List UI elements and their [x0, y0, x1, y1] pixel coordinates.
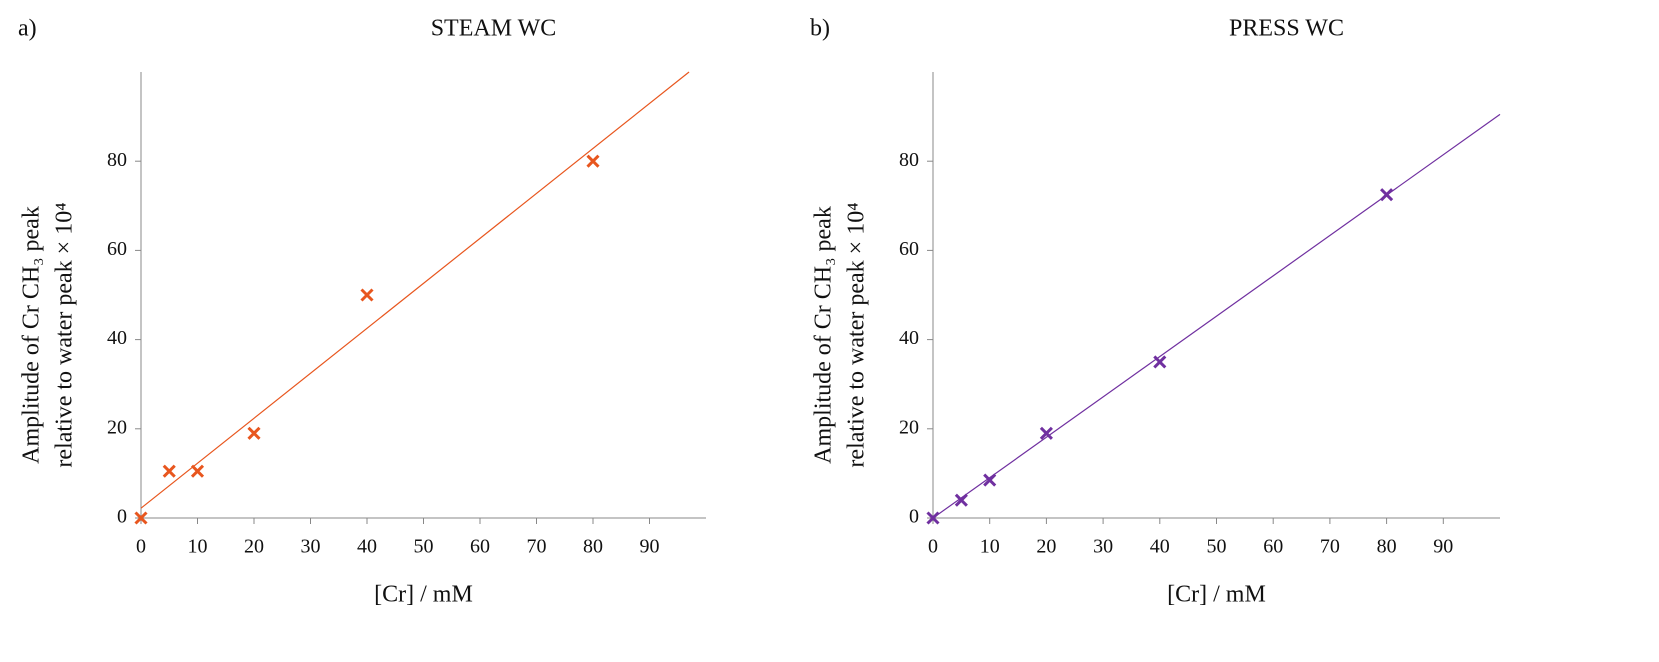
x-tick-label: 0 [928, 536, 938, 558]
x-tick-label: 30 [301, 536, 321, 558]
y-axis-title: Amplitude of Cr CH₃ peak [19, 206, 45, 464]
y-tick-label: 40 [899, 327, 919, 349]
data-point [1380, 188, 1394, 202]
x-tick-label: 20 [244, 536, 264, 558]
x-tick-label: 50 [414, 536, 434, 558]
y-tick-label: 80 [899, 149, 919, 171]
data-point [247, 426, 261, 440]
y-axis-title: relative to water peak × 10⁴ [844, 202, 870, 467]
y-axis-title: Amplitude of Cr CH₃ peak [811, 206, 837, 464]
y-tick-label: 40 [107, 327, 127, 349]
x-tick-label: 80 [583, 536, 603, 558]
y-axis-title: relative to water peak × 10⁴ [52, 202, 78, 467]
x-tick-label: 60 [1263, 536, 1283, 558]
data-point [586, 154, 600, 168]
data-point [162, 464, 176, 478]
panel-label: a) [18, 16, 37, 42]
x-tick-label: 60 [470, 536, 490, 558]
x-tick-label: 10 [188, 536, 208, 558]
x-tick-label: 20 [1036, 536, 1056, 558]
y-tick-label: 0 [909, 506, 919, 528]
x-tick-label: 70 [527, 536, 547, 558]
x-tick-label: 70 [1320, 536, 1340, 558]
x-tick-label: 80 [1377, 536, 1397, 558]
chart-title: PRESS WC [1229, 16, 1344, 42]
chart-title: STEAM WC [431, 16, 557, 42]
data-point [190, 464, 205, 478]
x-tick-label: 40 [357, 536, 377, 558]
x-tick-label: 30 [1093, 536, 1113, 558]
x-tick-label: 40 [1150, 536, 1170, 558]
y-tick-label: 20 [899, 416, 919, 438]
data-point [1039, 426, 1053, 440]
trendline [140, 71, 690, 509]
x-axis-title: [Cr] / mM [1167, 582, 1266, 608]
y-tick-label: 80 [107, 149, 127, 171]
data-point [926, 511, 940, 525]
data-point [983, 473, 997, 487]
trendline [932, 113, 1501, 519]
panel-label: b) [810, 16, 830, 42]
x-axis-title: [Cr] / mM [374, 582, 473, 608]
y-tick-label: 20 [107, 416, 127, 438]
data-point [954, 493, 968, 507]
x-tick-label: 0 [136, 536, 146, 558]
y-tick-label: 60 [107, 238, 127, 260]
x-tick-label: 90 [640, 536, 660, 558]
data-point [360, 288, 374, 302]
y-tick-label: 0 [117, 506, 127, 528]
data-point [134, 511, 148, 525]
x-tick-label: 10 [980, 536, 1000, 558]
x-tick-label: 90 [1433, 536, 1453, 558]
y-tick-label: 60 [899, 238, 919, 260]
data-point [1153, 355, 1167, 369]
x-tick-label: 50 [1207, 536, 1227, 558]
